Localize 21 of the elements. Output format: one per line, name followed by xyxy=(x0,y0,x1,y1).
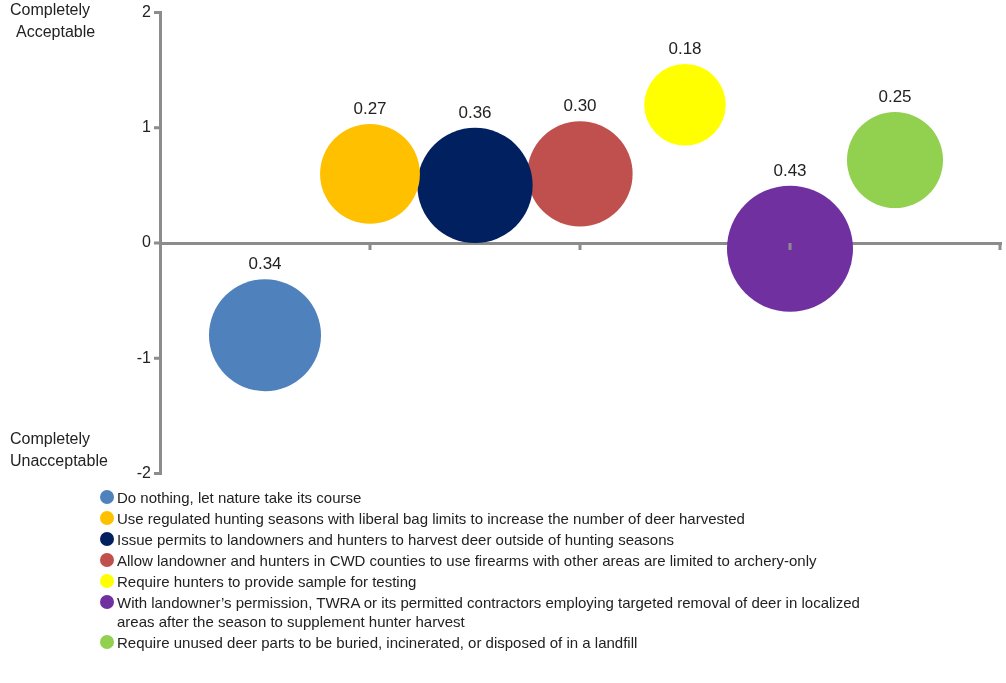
data-label: 0.27 xyxy=(353,99,387,119)
data-label: 0.36 xyxy=(458,102,492,122)
text: Completely Acceptable xyxy=(10,1,96,41)
data-label: 0.25 xyxy=(878,87,912,107)
data-label: 0.30 xyxy=(563,96,597,116)
legend-label: Use regulated hunting seasons with liberal bag limits to increase the number of deer harvested xyxy=(117,509,745,528)
data-label: 0.18 xyxy=(668,39,702,59)
legend-label: Allow landowner and hunters in CWD counties to use firearms with other areas are limited to archery-only xyxy=(117,551,817,570)
legend-label: Issue permits to landowners and hunters to harvest deer outside of hunting seasons xyxy=(117,530,674,549)
legend-label: Require unused deer parts to be buried, incinerated, or disposed of in a landfill xyxy=(117,633,638,652)
legend-label: Require hunters to provide sample for testing xyxy=(117,572,417,591)
y-tick-label: 2 xyxy=(142,3,152,21)
y-tick-label: -1 xyxy=(136,348,152,366)
data-label: 0.43 xyxy=(773,160,807,180)
y-tick-label: -2 xyxy=(136,463,152,481)
data-label: 0.34 xyxy=(248,254,282,274)
text: Completely Unacceptable xyxy=(10,429,108,469)
y-tick-label: 0 xyxy=(142,233,152,251)
legend-label: Do nothing, let nature take its course xyxy=(117,488,362,507)
legend-label: With landowner’s permission, TWRA or its permitted contractors employing targeted removal of deer in localized areas after the season to supplement hunter harvest xyxy=(117,593,861,631)
y-tick-label: 1 xyxy=(142,118,152,136)
